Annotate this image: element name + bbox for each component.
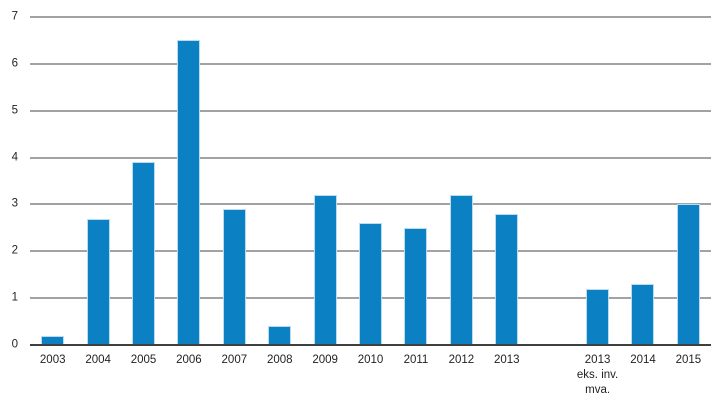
x-tick-label-2005: 2005 <box>130 354 157 366</box>
category-slot-2011: 2011 <box>393 17 438 366</box>
bar-series: 2003 2004 2005 2006 2007 2008 2009 2010 2011 2012… <box>30 17 711 396</box>
bar-2013-eks. inv.-mva. <box>586 288 610 345</box>
gridline-7 <box>30 16 711 18</box>
category-slot-2013-eks. inv.-mva.: 2013 eks. inv. mva. <box>575 17 620 396</box>
category-slot-2014: 2014 <box>620 17 665 366</box>
x-tick-label-2006: 2006 <box>176 354 202 366</box>
gridline-5 <box>30 109 711 112</box>
bar-2003 <box>41 335 65 345</box>
y-tick-label-6: 6 <box>11 57 18 70</box>
category-slot-empty <box>529 17 574 345</box>
y-tick-label-2: 2 <box>11 244 18 257</box>
category-slot-2008: 2008 <box>257 17 302 366</box>
category-slot-2015: 2015 <box>666 17 711 366</box>
bar-2012 <box>449 195 473 345</box>
x-tick-label-2004: 2004 <box>85 354 111 366</box>
x-axis-line <box>30 344 711 346</box>
x-tick-label-2011: 2011 <box>403 354 429 366</box>
bar-2011 <box>404 227 428 345</box>
bar-2007 <box>222 209 246 345</box>
x-tick-label-2012: 2012 <box>448 354 475 366</box>
x-tick-label-2014: 2014 <box>630 354 656 366</box>
category-slot-2009: 2009 <box>302 17 347 366</box>
x-tick-label-2008: 2008 <box>266 354 293 366</box>
x-tick-label-2015: 2015 <box>675 354 702 366</box>
category-slot-2013: 2013 <box>484 17 529 366</box>
y-tick-label-5: 5 <box>11 103 18 116</box>
bar-2013 <box>495 213 519 345</box>
category-slot-2006: 2006 <box>166 17 211 366</box>
bar-2005 <box>132 162 156 345</box>
x-tick-label-2013: 2013 <box>493 354 520 366</box>
bar-2014 <box>631 284 655 345</box>
y-tick-label-3: 3 <box>11 197 18 210</box>
category-slot-2010: 2010 <box>348 17 393 366</box>
x-tick-label-2003: 2003 <box>39 354 66 366</box>
category-slot-2004: 2004 <box>75 17 120 366</box>
gridline-4 <box>30 156 711 159</box>
plot-area: 0 1 2 3 4 5 6 7 2003 2004 2005 2006 2007 2008 2009 201… <box>12 11 711 396</box>
x-tick-label-2013-eks. inv.-mva.: 2013 eks. inv. mva. <box>576 354 619 396</box>
bar-2009 <box>313 195 337 345</box>
gridline-3 <box>30 203 711 206</box>
x-tick-label-2010: 2010 <box>357 354 384 366</box>
bar-2008 <box>268 326 292 345</box>
gridline-6 <box>30 62 711 65</box>
y-tick-label-0: 0 <box>11 338 18 351</box>
x-tick-label-2009: 2009 <box>312 354 338 366</box>
y-tick-label-4: 4 <box>11 150 18 163</box>
bar-2015 <box>676 204 700 345</box>
bar-2006 <box>177 40 201 345</box>
bar-2004 <box>86 218 110 345</box>
category-slot-2007: 2007 <box>212 17 257 366</box>
x-tick-label-2007: 2007 <box>221 354 248 366</box>
y-tick-label-7: 7 <box>11 10 18 23</box>
category-slot-2012: 2012 <box>439 17 484 366</box>
category-slot-2005: 2005 <box>121 17 166 366</box>
category-slot-2003: 2003 <box>30 17 75 366</box>
bar-2010 <box>359 223 383 345</box>
y-tick-label-1: 1 <box>11 291 18 304</box>
